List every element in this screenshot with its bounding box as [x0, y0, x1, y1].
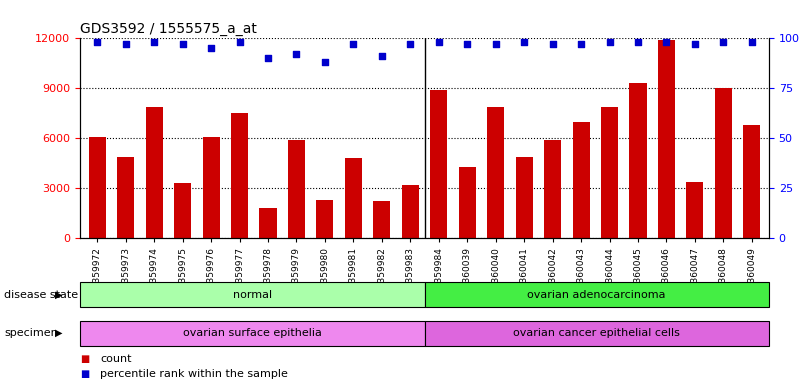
- Point: [119, 41, 132, 48]
- Bar: [288, 140, 305, 238]
- Point: [461, 41, 473, 48]
- Bar: [425, 321, 769, 346]
- Point: [632, 39, 645, 45]
- Point: [147, 39, 160, 45]
- Point: [404, 41, 417, 48]
- Point: [746, 39, 759, 45]
- Bar: [487, 107, 505, 238]
- Bar: [658, 40, 675, 238]
- Point: [603, 39, 616, 45]
- Text: disease state: disease state: [4, 290, 78, 300]
- Point: [574, 41, 587, 48]
- Bar: [344, 158, 362, 238]
- Bar: [573, 122, 590, 238]
- Bar: [686, 182, 703, 238]
- Bar: [373, 202, 390, 238]
- Text: count: count: [100, 354, 131, 364]
- Text: ovarian adenocarcinoma: ovarian adenocarcinoma: [528, 290, 666, 300]
- Text: ■: ■: [80, 369, 90, 379]
- Point: [319, 59, 332, 65]
- Bar: [430, 90, 447, 238]
- Point: [546, 41, 559, 48]
- Point: [176, 41, 189, 48]
- Bar: [231, 113, 248, 238]
- Bar: [80, 321, 425, 346]
- Bar: [117, 157, 135, 238]
- Bar: [743, 125, 760, 238]
- Point: [376, 53, 388, 60]
- Point: [660, 39, 673, 45]
- Bar: [80, 282, 425, 307]
- Text: ■: ■: [80, 354, 90, 364]
- Bar: [260, 208, 276, 238]
- Point: [91, 39, 103, 45]
- Bar: [516, 157, 533, 238]
- Bar: [601, 107, 618, 238]
- Text: percentile rank within the sample: percentile rank within the sample: [100, 369, 288, 379]
- Bar: [425, 282, 769, 307]
- Text: normal: normal: [233, 290, 272, 300]
- Bar: [174, 183, 191, 238]
- Bar: [146, 107, 163, 238]
- Text: ▶: ▶: [54, 328, 62, 338]
- Text: GDS3592 / 1555575_a_at: GDS3592 / 1555575_a_at: [80, 22, 257, 36]
- Text: ovarian surface epithelia: ovarian surface epithelia: [183, 328, 322, 338]
- Point: [262, 55, 275, 61]
- Point: [517, 39, 530, 45]
- Point: [204, 45, 217, 51]
- Point: [433, 39, 445, 45]
- Bar: [89, 137, 106, 238]
- Bar: [402, 185, 419, 238]
- Point: [489, 41, 502, 48]
- Point: [233, 39, 246, 45]
- Bar: [630, 83, 646, 238]
- Bar: [544, 140, 562, 238]
- Bar: [714, 88, 732, 238]
- Point: [290, 51, 303, 58]
- Text: ▶: ▶: [54, 290, 62, 300]
- Text: specimen: specimen: [4, 328, 58, 338]
- Point: [347, 41, 360, 48]
- Bar: [316, 200, 333, 238]
- Text: ovarian cancer epithelial cells: ovarian cancer epithelial cells: [513, 328, 680, 338]
- Point: [717, 39, 730, 45]
- Point: [689, 41, 702, 48]
- Bar: [203, 137, 219, 238]
- Bar: [459, 167, 476, 238]
